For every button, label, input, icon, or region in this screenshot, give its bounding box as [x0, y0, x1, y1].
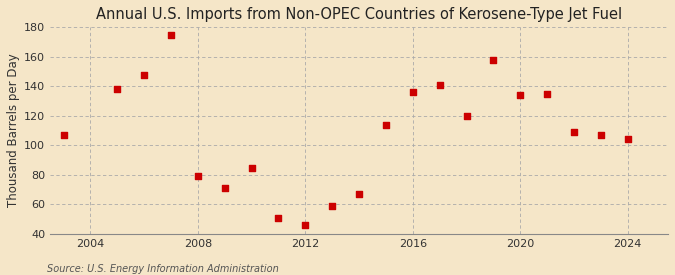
Point: [192, 174, 203, 178]
Title: Annual U.S. Imports from Non-OPEC Countries of Kerosene-Type Jet Fuel: Annual U.S. Imports from Non-OPEC Countr…: [96, 7, 622, 22]
Point: [434, 83, 445, 87]
Point: [542, 92, 553, 96]
Point: [327, 204, 338, 208]
Point: [219, 186, 230, 190]
Point: [381, 122, 392, 127]
Point: [568, 130, 579, 134]
Point: [354, 192, 364, 196]
Point: [515, 93, 526, 97]
Point: [622, 137, 633, 142]
Point: [300, 223, 310, 227]
Point: [246, 165, 257, 170]
Point: [273, 216, 284, 220]
Point: [595, 133, 606, 137]
Text: Source: U.S. Energy Information Administration: Source: U.S. Energy Information Administ…: [47, 264, 279, 274]
Point: [165, 32, 176, 37]
Point: [139, 72, 150, 77]
Y-axis label: Thousand Barrels per Day: Thousand Barrels per Day: [7, 54, 20, 207]
Point: [461, 114, 472, 118]
Point: [408, 90, 418, 94]
Point: [112, 87, 123, 92]
Point: [488, 57, 499, 62]
Point: [58, 133, 69, 137]
